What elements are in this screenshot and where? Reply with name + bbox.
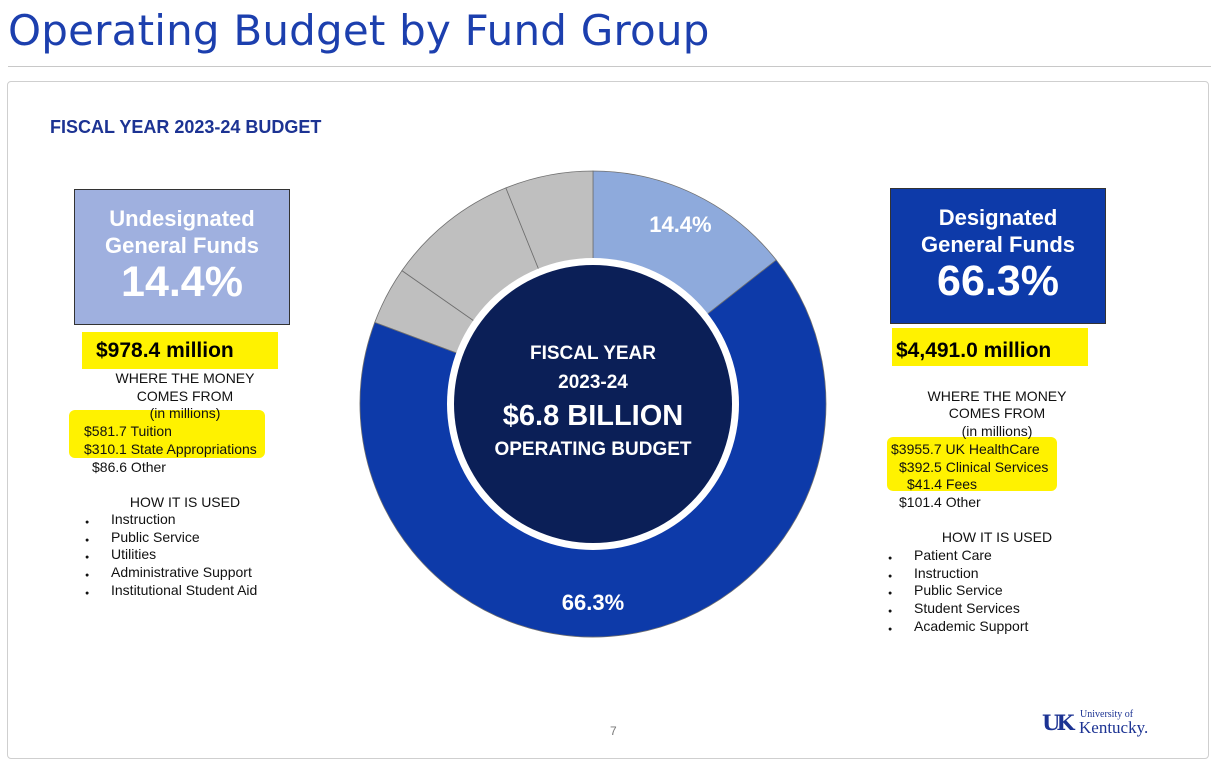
right-source-item: $3955.7 UK HealthCare (891, 441, 1040, 457)
list-item: Public Service (886, 582, 1028, 602)
right-source-item: $392.5 Clinical Services (899, 459, 1049, 475)
list-item: Academic Support (886, 618, 1028, 638)
center-line-4: OPERATING BUDGET (494, 439, 691, 460)
left-uses-heading: HOW IT IS USED (129, 494, 241, 510)
center-total: $6.8 BILLION (503, 400, 684, 432)
right-uses-list: Patient Care Instruction Public Service … (886, 547, 1028, 638)
donut-center (454, 265, 732, 543)
list-item: Utilities (83, 546, 257, 566)
right-source-item: $101.4 Other (899, 494, 981, 510)
undesignated-percent: 14.4% (121, 258, 243, 306)
designated-name-line2: General Funds (920, 232, 1076, 257)
slice-label-0: 14.4% (649, 212, 711, 237)
slide-title: FISCAL YEAR 2023-24 BUDGET (50, 117, 322, 137)
center-line-2: 2023-24 (558, 372, 628, 393)
logo-line-2: Kentucky. (1079, 718, 1149, 737)
header-divider (8, 66, 1211, 67)
list-item: Instruction (886, 565, 1028, 585)
left-sources-highlight (69, 410, 265, 458)
left-source-item: $310.1 State Appropriations (84, 441, 257, 457)
budget-donut-chart: FISCAL YEAR 2023-24 $6.8 BILLION OPERATI… (359, 170, 827, 638)
designated-amount-highlight (892, 328, 1088, 366)
right-sources-heading-2: COMES FROM (948, 405, 1046, 421)
designated-amount: $4,491.0 million (896, 339, 1052, 362)
left-source-item: $86.6 Other (92, 459, 166, 475)
slice-label-1: 66.3% (562, 590, 624, 615)
page-number: 7 (610, 724, 617, 738)
list-item: Instruction (83, 511, 257, 531)
right-sources-highlight (887, 437, 1057, 491)
undesignated-amount: $978.4 million (96, 339, 234, 362)
logo-line-1: University of (1080, 709, 1134, 720)
undesignated-name-line1: Undesignated (109, 206, 255, 231)
right-uses-heading: HOW IT IS USED (941, 529, 1053, 545)
page-title: Operating Budget by Fund Group (8, 6, 710, 55)
undesignated-funds-box: Undesignated General Funds 14.4% (74, 189, 290, 325)
slide: FISCAL YEAR 2023-24 BUDGET Undesignated … (7, 81, 1209, 759)
list-item: Public Service (83, 529, 257, 549)
left-sources-heading-2: COMES FROM (136, 388, 234, 404)
center-line-1: FISCAL YEAR (530, 343, 656, 364)
designated-name-line1: Designated (938, 205, 1058, 230)
left-uses-list: Instruction Public Service Utilities Adm… (83, 511, 257, 602)
undesignated-name-line2: General Funds (104, 233, 260, 258)
left-sources-unit: (in millions) (149, 405, 221, 421)
list-item: Administrative Support (83, 564, 257, 584)
right-sources-unit: (in millions) (961, 423, 1033, 439)
list-item: Institutional Student Aid (83, 582, 257, 602)
list-item: Patient Care (886, 547, 1028, 567)
left-sources-heading-1: WHERE THE MONEY (115, 370, 255, 386)
designated-funds-box: Designated General Funds 66.3% (890, 188, 1106, 324)
right-source-item: $41.4 Fees (907, 476, 978, 492)
uk-logo-icon: UK (1042, 710, 1075, 735)
list-item: Student Services (886, 600, 1028, 620)
left-source-item: $581.7 Tuition (84, 423, 172, 439)
undesignated-amount-highlight (82, 332, 278, 369)
right-sources-heading-1: WHERE THE MONEY (927, 388, 1067, 404)
designated-percent: 66.3% (937, 257, 1059, 305)
